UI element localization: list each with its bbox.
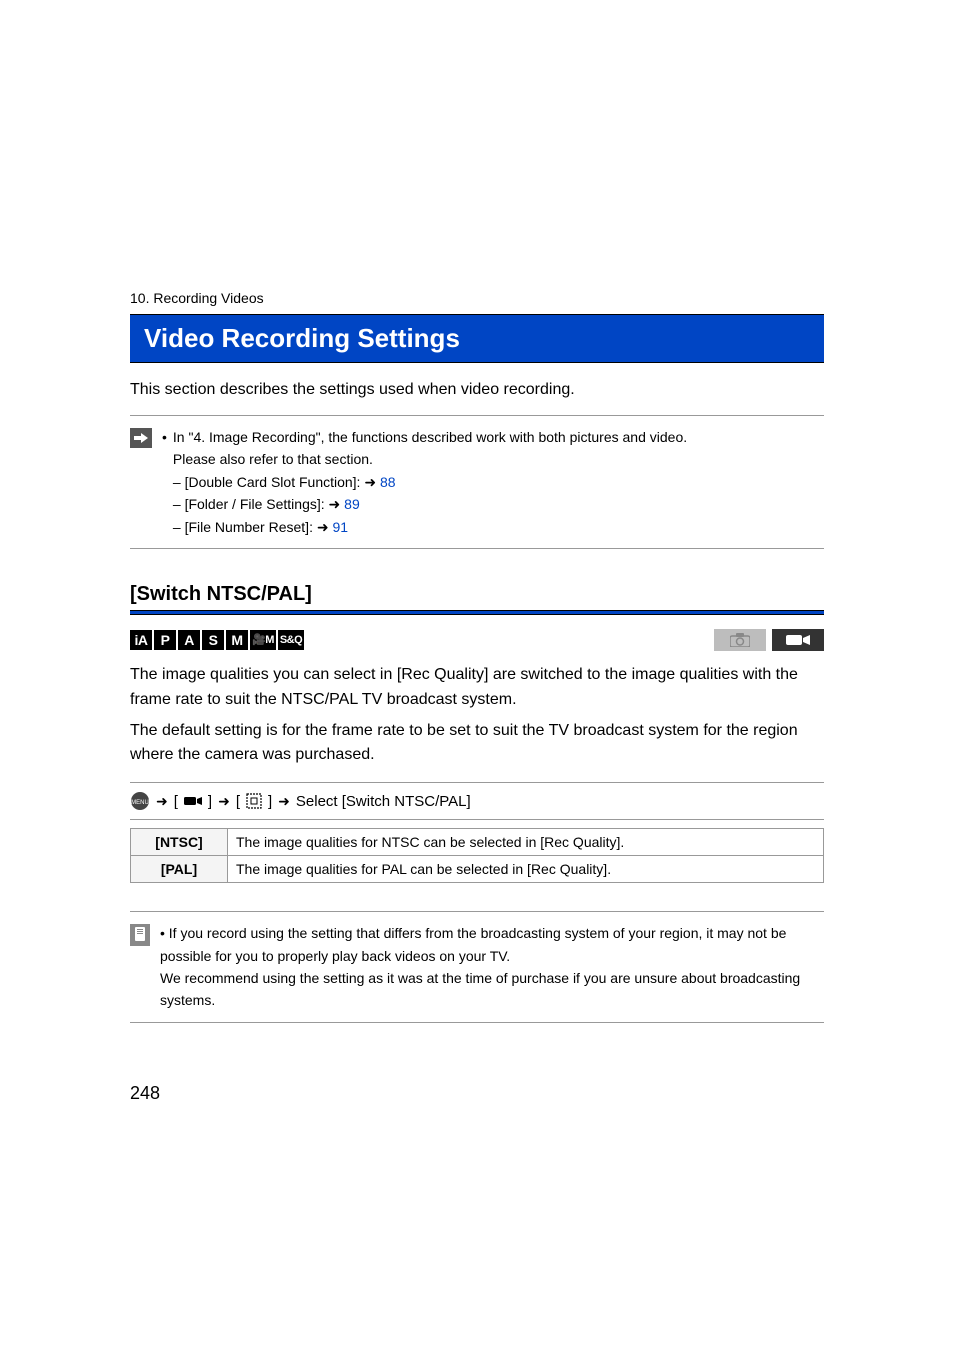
callout-item-2: – [File Number Reset]: ➜ 91	[173, 519, 348, 535]
mode-row: iA P A S M 🎥M S&Q	[130, 629, 824, 651]
arrow-icon: ➜	[329, 496, 341, 512]
bracket-open: [	[236, 793, 240, 810]
note-content: • If you record using the setting that d…	[160, 922, 824, 1012]
bullet: •	[162, 426, 167, 538]
arrow-icon: ➜	[156, 793, 168, 810]
page-number: 248	[130, 1083, 824, 1104]
callout-line2: Please also refer to that section.	[173, 451, 373, 467]
arrow-icon: ➜	[364, 474, 376, 490]
note-line2: We recommend using the setting as it was…	[160, 970, 800, 1008]
page-title: Video Recording Settings	[130, 314, 824, 363]
note-line1: If you record using the setting that dif…	[160, 925, 786, 963]
section-heading: [Switch NTSC/PAL]	[130, 583, 824, 606]
capture-type-badges	[714, 629, 824, 651]
bracket-open: [	[174, 793, 178, 810]
mode-badge-a: A	[178, 630, 200, 650]
option-desc: The image qualities for NTSC can be sele…	[228, 829, 824, 856]
mode-badge-videom: 🎥M	[250, 630, 276, 650]
svg-text:MENU: MENU	[131, 800, 149, 806]
intro-text: This section describes the settings used…	[130, 381, 824, 399]
info-callout: • In "4. Image Recording", the functions…	[130, 415, 824, 549]
photo-badge-icon	[714, 629, 766, 651]
callout-item-1: – [Folder / File Settings]: ➜ 89	[173, 496, 360, 512]
table-row: [PAL] The image qualities for PAL can be…	[131, 856, 824, 883]
video-badge-icon	[772, 629, 824, 651]
callout-item-pre: – [Double Card Slot Function]:	[173, 474, 364, 490]
note-icon	[130, 924, 150, 946]
bullet: •	[160, 925, 165, 941]
mode-badges: iA P A S M 🎥M S&Q	[130, 630, 304, 650]
page: 10. Recording Videos Video Recording Set…	[0, 0, 954, 1348]
callout-item-pre: – [Folder / File Settings]:	[173, 496, 329, 512]
arrow-right-icon	[130, 428, 152, 448]
menu-set-icon: MENU	[130, 791, 150, 811]
mode-badge-m: M	[226, 630, 248, 650]
arrow-icon: ➜	[317, 519, 329, 535]
note-callout: • If you record using the setting that d…	[130, 911, 824, 1023]
bracket-close: ]	[268, 793, 272, 810]
paragraph-2: The default setting is for the frame rat…	[130, 719, 824, 769]
mode-badge-p: P	[154, 630, 176, 650]
menu-path-text: Select [Switch NTSC/PAL]	[296, 793, 471, 810]
page-ref-link[interactable]: 91	[332, 519, 348, 535]
paragraph-1: The image qualities you can select in [R…	[130, 663, 824, 713]
mode-badge-sq: S&Q	[278, 630, 304, 650]
file-format-icon	[246, 793, 262, 809]
callout-item-pre: – [File Number Reset]:	[173, 519, 317, 535]
page-ref-link[interactable]: 88	[380, 474, 396, 490]
menu-path: MENU ➜ [ ] ➜ [ ] ➜ Select [Switch NTSC/P…	[130, 782, 824, 820]
option-key: [PAL]	[131, 856, 228, 883]
callout-item-0: – [Double Card Slot Function]: ➜ 88	[173, 474, 396, 490]
callout-content: • In "4. Image Recording", the functions…	[162, 426, 824, 538]
arrow-icon: ➜	[278, 793, 290, 810]
section-rule	[130, 610, 824, 615]
page-ref-link[interactable]: 89	[344, 496, 360, 512]
callout-line1: In "4. Image Recording", the functions d…	[173, 429, 687, 445]
video-menu-icon	[184, 794, 202, 808]
breadcrumb: 10. Recording Videos	[130, 290, 824, 306]
bracket-close: ]	[208, 793, 212, 810]
option-key: [NTSC]	[131, 829, 228, 856]
options-table: [NTSC] The image qualities for NTSC can …	[130, 828, 824, 883]
mode-badge-s: S	[202, 630, 224, 650]
arrow-icon: ➜	[218, 793, 230, 810]
mode-badge-ia: iA	[130, 630, 152, 650]
option-desc: The image qualities for PAL can be selec…	[228, 856, 824, 883]
table-row: [NTSC] The image qualities for NTSC can …	[131, 829, 824, 856]
